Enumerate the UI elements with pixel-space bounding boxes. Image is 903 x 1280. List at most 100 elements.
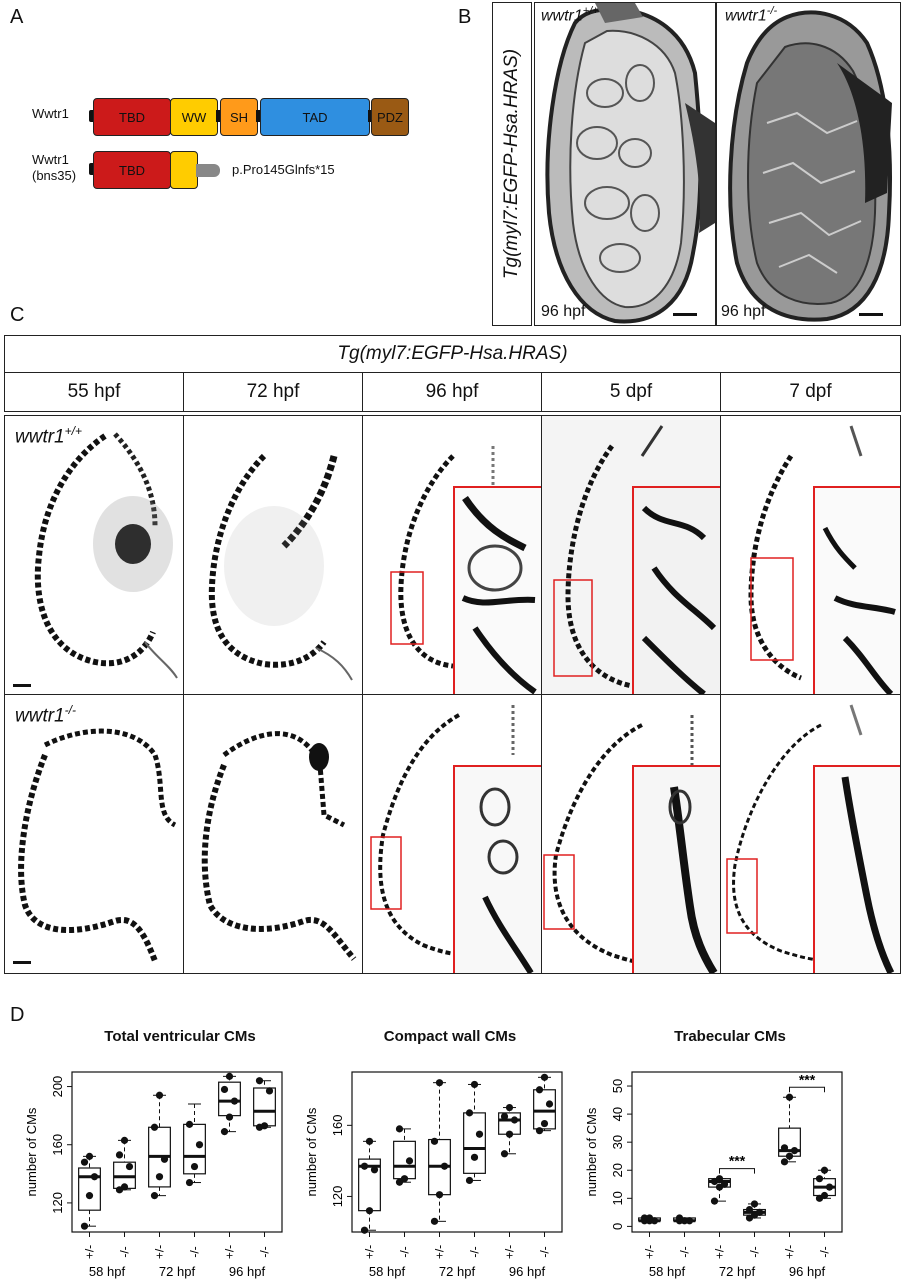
stage-5dpf: 5 dpf bbox=[541, 372, 721, 412]
inset-box bbox=[726, 858, 758, 934]
data-point bbox=[400, 1175, 409, 1183]
panel-label-b: B bbox=[458, 6, 472, 28]
frameshift-tail bbox=[196, 164, 220, 177]
genotype-label: -/- bbox=[538, 1246, 552, 1257]
plot-frame bbox=[71, 1071, 283, 1233]
data-point bbox=[505, 1103, 514, 1112]
mutant-label-line2: (bns35) bbox=[32, 168, 77, 183]
genotype-label: +/- bbox=[153, 1245, 167, 1259]
data-point bbox=[685, 1217, 694, 1225]
panel-b-mutant-image: wwtr1-/- 96 hpf bbox=[716, 2, 901, 326]
y-axis-label: number of CMs bbox=[24, 1107, 39, 1196]
inset-panel bbox=[632, 765, 720, 973]
row2-genotype-sup: -/- bbox=[64, 703, 76, 717]
stage-96hpf: 96 hpf bbox=[362, 372, 542, 412]
wwtr1-wt-label: Wwtr1 bbox=[32, 106, 69, 121]
panel-label-d: D bbox=[10, 1004, 25, 1026]
data-point bbox=[85, 1152, 94, 1160]
y-tick-label: 160 bbox=[50, 1134, 65, 1156]
plot-frame bbox=[631, 1071, 843, 1233]
y-tick-label: 50 bbox=[610, 1079, 625, 1093]
data-point bbox=[815, 1175, 824, 1183]
data-point bbox=[535, 1127, 544, 1135]
data-point bbox=[85, 1192, 94, 1200]
data-point bbox=[155, 1173, 164, 1181]
inset-zoom-image bbox=[668, 786, 718, 973]
data-point bbox=[500, 1112, 509, 1121]
inset-panel bbox=[453, 486, 541, 694]
genotype-label: +/- bbox=[363, 1245, 377, 1259]
panel-b-mutant-genotype: wwtr1-/- bbox=[725, 5, 777, 25]
pdz-domain: PDZ bbox=[371, 98, 409, 136]
data-point bbox=[80, 1222, 89, 1230]
ww-domain: WW bbox=[170, 98, 218, 136]
data-point bbox=[545, 1100, 554, 1108]
data-point bbox=[745, 1205, 754, 1214]
data-point bbox=[825, 1183, 834, 1191]
inset-panel bbox=[813, 486, 900, 694]
data-point bbox=[430, 1137, 439, 1145]
linker-1 bbox=[216, 110, 221, 122]
box bbox=[183, 1123, 206, 1175]
panel-b-side-box: Tg(myl7:EGFP-Hsa.HRAS) bbox=[492, 2, 532, 326]
c-wt-7dpf bbox=[720, 415, 901, 695]
stage-group-label: 58 hpf bbox=[89, 1264, 126, 1279]
plot-frame bbox=[351, 1071, 563, 1233]
stage-group-label: 96 hpf bbox=[229, 1264, 266, 1279]
data-point bbox=[160, 1155, 169, 1163]
data-point bbox=[510, 1116, 519, 1124]
genotype-label: +/- bbox=[713, 1245, 727, 1259]
data-point bbox=[90, 1173, 99, 1181]
panel-label-a: A bbox=[10, 6, 24, 28]
data-point bbox=[435, 1079, 444, 1087]
genotype-label: +/- bbox=[503, 1245, 517, 1259]
data-point bbox=[470, 1153, 479, 1161]
plot3-title: Trabecular CMs bbox=[674, 1028, 786, 1045]
c-mut-55hpf-image bbox=[13, 728, 177, 964]
plot1-title: Total ventricular CMs bbox=[104, 1028, 256, 1045]
data-point bbox=[220, 1085, 229, 1094]
panel-b-wt-image: wwtr1+/+ 96 hpf bbox=[534, 2, 716, 326]
data-point bbox=[365, 1207, 374, 1215]
data-point bbox=[225, 1072, 234, 1080]
data-point bbox=[820, 1191, 829, 1200]
inset-box bbox=[553, 579, 593, 677]
data-point bbox=[360, 1226, 369, 1234]
stage-group-label: 96 hpf bbox=[789, 1264, 826, 1279]
data-point bbox=[505, 1130, 514, 1138]
data-point bbox=[435, 1191, 444, 1199]
genotype-label: -/- bbox=[468, 1246, 482, 1257]
genotype-label: +/- bbox=[643, 1245, 657, 1259]
significance-label: *** bbox=[729, 1153, 746, 1169]
y-tick-label: 160 bbox=[330, 1114, 345, 1136]
sh-domain: SH bbox=[220, 98, 258, 136]
data-point bbox=[790, 1146, 799, 1155]
inset-box bbox=[370, 836, 402, 910]
inset-zoom-image bbox=[461, 496, 537, 694]
row1-genotype-sup: +/+ bbox=[64, 424, 82, 438]
data-point bbox=[185, 1120, 194, 1128]
genotype-label: +/- bbox=[223, 1245, 237, 1259]
inset-zoom-image bbox=[479, 787, 534, 973]
panel-b-stage-right: 96 hpf bbox=[721, 303, 766, 320]
row2-genotype-label: wwtr1-/- bbox=[15, 703, 76, 727]
y-tick-label: 200 bbox=[50, 1076, 65, 1098]
mutation-label: p.Pro145Glnfs*15 bbox=[232, 162, 335, 177]
c-wt-55hpf: wwtr1+/+ bbox=[4, 415, 184, 695]
c-mut-5dpf bbox=[541, 694, 721, 974]
c-wt-72hpf bbox=[183, 415, 363, 695]
data-point bbox=[395, 1178, 404, 1186]
inset-panel bbox=[453, 765, 541, 973]
data-point bbox=[115, 1151, 124, 1159]
wwtr1-mutant-label: Wwtr1 (bns35) bbox=[32, 152, 76, 184]
genotype-label: -/- bbox=[258, 1246, 272, 1257]
c-wt-5dpf bbox=[541, 415, 721, 695]
data-point bbox=[430, 1217, 439, 1225]
box bbox=[463, 1112, 486, 1174]
y-tick-label: 30 bbox=[610, 1135, 625, 1149]
data-point bbox=[360, 1162, 369, 1170]
wt-genotype-text: wwtr1 bbox=[541, 7, 583, 25]
stage-55hpf: 55 hpf bbox=[4, 372, 184, 412]
genotype-label: +/- bbox=[783, 1245, 797, 1259]
data-point bbox=[405, 1157, 414, 1165]
